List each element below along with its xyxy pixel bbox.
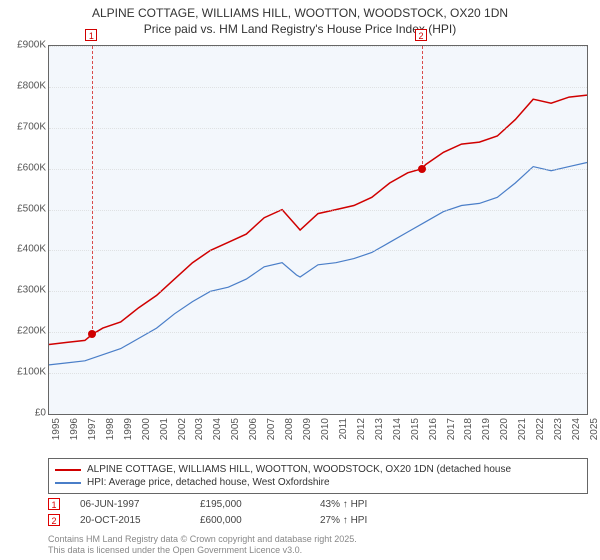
y-tick-label: £200K bbox=[17, 326, 46, 337]
x-tick-label: 2009 bbox=[302, 418, 313, 440]
x-tick-label: 2001 bbox=[159, 418, 170, 440]
y-tick-label: £600K bbox=[17, 162, 46, 173]
legend-swatch-hpi bbox=[55, 482, 81, 484]
chart-lines bbox=[49, 46, 587, 414]
sale-dot bbox=[88, 330, 96, 338]
y-tick-label: £300K bbox=[17, 285, 46, 296]
x-tick-label: 2015 bbox=[410, 418, 421, 440]
x-tick-label: 2021 bbox=[517, 418, 528, 440]
plot-area bbox=[48, 45, 588, 415]
x-tick-label: 1996 bbox=[69, 418, 80, 440]
sales-price-2: £600,000 bbox=[200, 515, 300, 526]
legend: ALPINE COTTAGE, WILLIAMS HILL, WOOTTON, … bbox=[48, 458, 588, 494]
x-tick-label: 1997 bbox=[87, 418, 98, 440]
x-tick-label: 2011 bbox=[338, 418, 349, 440]
sales-date-1: 06-JUN-1997 bbox=[80, 499, 180, 510]
x-tick-label: 2008 bbox=[284, 418, 295, 440]
legend-label-hpi: HPI: Average price, detached house, West… bbox=[87, 477, 330, 488]
legend-row-property: ALPINE COTTAGE, WILLIAMS HILL, WOOTTON, … bbox=[55, 464, 581, 475]
sales-marker-2: 2 bbox=[48, 514, 60, 526]
x-tick-label: 2004 bbox=[212, 418, 223, 440]
x-tick-label: 1998 bbox=[105, 418, 116, 440]
sale-marker-line bbox=[422, 46, 423, 169]
x-tick-label: 2020 bbox=[499, 418, 510, 440]
legend-row-hpi: HPI: Average price, detached house, West… bbox=[55, 477, 581, 488]
x-tick-label: 2014 bbox=[392, 418, 403, 440]
y-tick-label: £100K bbox=[17, 367, 46, 378]
x-tick-label: 2016 bbox=[428, 418, 439, 440]
x-tick-label: 2010 bbox=[320, 418, 331, 440]
sales-date-2: 20-OCT-2015 bbox=[80, 515, 180, 526]
x-tick-label: 2007 bbox=[266, 418, 277, 440]
x-tick-label: 2003 bbox=[194, 418, 205, 440]
x-tick-label: 2022 bbox=[535, 418, 546, 440]
x-tick-label: 2017 bbox=[446, 418, 457, 440]
sales-hpi-1: 43% ↑ HPI bbox=[320, 499, 420, 510]
x-tick-label: 1999 bbox=[123, 418, 134, 440]
x-tick-label: 2000 bbox=[141, 418, 152, 440]
series-property bbox=[49, 95, 587, 344]
sale-dot bbox=[418, 165, 426, 173]
attribution-line1: Contains HM Land Registry data © Crown c… bbox=[48, 534, 588, 545]
x-tick-label: 2012 bbox=[356, 418, 367, 440]
y-tick-label: £500K bbox=[17, 203, 46, 214]
sale-marker-box: 1 bbox=[85, 29, 97, 41]
x-tick-label: 2013 bbox=[374, 418, 385, 440]
sales-price-1: £195,000 bbox=[200, 499, 300, 510]
title-address: ALPINE COTTAGE, WILLIAMS HILL, WOOTTON, … bbox=[0, 6, 600, 20]
sales-hpi-2: 27% ↑ HPI bbox=[320, 515, 420, 526]
sales-marker-1: 1 bbox=[48, 498, 60, 510]
legend-swatch-property bbox=[55, 469, 81, 471]
chart-container: ALPINE COTTAGE, WILLIAMS HILL, WOOTTON, … bbox=[0, 0, 600, 560]
x-tick-label: 2025 bbox=[589, 418, 600, 440]
x-tick-label: 2023 bbox=[553, 418, 564, 440]
sales-table: 1 06-JUN-1997 £195,000 43% ↑ HPI 2 20-OC… bbox=[48, 494, 588, 530]
y-tick-label: £800K bbox=[17, 80, 46, 91]
attribution: Contains HM Land Registry data © Crown c… bbox=[48, 534, 588, 556]
x-tick-label: 2024 bbox=[571, 418, 582, 440]
sales-row-1: 1 06-JUN-1997 £195,000 43% ↑ HPI bbox=[48, 498, 588, 510]
legend-label-property: ALPINE COTTAGE, WILLIAMS HILL, WOOTTON, … bbox=[87, 464, 511, 475]
x-tick-label: 2006 bbox=[248, 418, 259, 440]
y-tick-label: £400K bbox=[17, 244, 46, 255]
y-tick-label: £0 bbox=[35, 408, 46, 419]
x-tick-label: 2019 bbox=[481, 418, 492, 440]
y-tick-label: £700K bbox=[17, 121, 46, 132]
x-tick-label: 2005 bbox=[230, 418, 241, 440]
series-hpi bbox=[49, 163, 587, 365]
sale-marker-box: 2 bbox=[415, 29, 427, 41]
attribution-line2: This data is licensed under the Open Gov… bbox=[48, 545, 588, 556]
sales-row-2: 2 20-OCT-2015 £600,000 27% ↑ HPI bbox=[48, 514, 588, 526]
sale-marker-line bbox=[92, 46, 93, 334]
x-tick-label: 1995 bbox=[51, 418, 62, 440]
x-tick-label: 2002 bbox=[177, 418, 188, 440]
x-tick-label: 2018 bbox=[463, 418, 474, 440]
y-tick-label: £900K bbox=[17, 40, 46, 51]
